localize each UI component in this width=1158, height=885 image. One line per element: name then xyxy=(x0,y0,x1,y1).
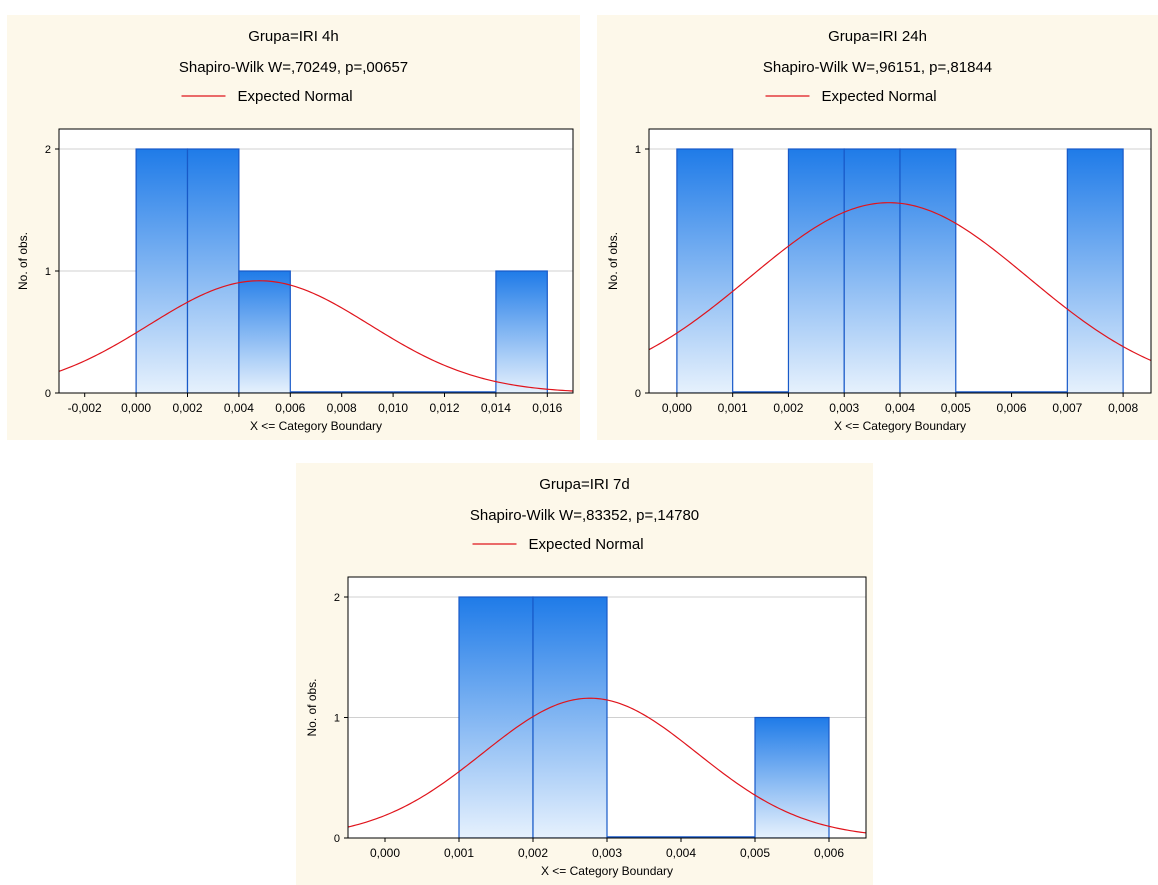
histogram-panel-iri-24h: Grupa=IRI 24h Shapiro-Wilk W=,96151, p=,8… xyxy=(597,15,1158,440)
y-axis-label: No. of obs. xyxy=(606,232,620,290)
x-tick-label: 0,005 xyxy=(740,846,770,860)
expected-normal-curve xyxy=(649,202,1151,362)
x-tick-label: 0,001 xyxy=(444,846,474,860)
chart-subtitle: Shapiro-Wilk W=,96151, p=,81844 xyxy=(763,59,992,76)
y-tick-label: 1 xyxy=(45,266,51,278)
x-axis-label: X <= Category Boundary xyxy=(250,419,382,433)
histogram-bar xyxy=(458,596,534,838)
y-tick-label: 2 xyxy=(45,144,51,156)
histogram-bar xyxy=(843,148,901,393)
y-tick-label: 0 xyxy=(635,388,641,400)
x-tick-label: 0,003 xyxy=(829,401,859,415)
x-tick-label: 0,007 xyxy=(1052,401,1082,415)
plot-border xyxy=(58,128,574,394)
legend-label: Expected Normal xyxy=(238,88,353,105)
x-tick-label: 0,002 xyxy=(773,401,803,415)
histogram-bar xyxy=(532,596,608,838)
x-tick-label: 0,004 xyxy=(885,401,915,415)
x-tick-label: 0,002 xyxy=(518,846,548,860)
x-tick-label: 0,016 xyxy=(532,401,562,415)
histogram-bar xyxy=(186,148,240,393)
x-tick-label: 0,012 xyxy=(429,401,459,415)
bars-group xyxy=(458,596,830,838)
x-tick-label: 0,000 xyxy=(121,401,151,415)
x-tick-label: 0,004 xyxy=(224,401,254,415)
x-tick-label: 0,005 xyxy=(941,401,971,415)
x-tick-label: 0,004 xyxy=(666,846,696,860)
x-tick-label: 0,008 xyxy=(1108,401,1138,415)
histogram-bar xyxy=(238,270,291,393)
histogram-bar xyxy=(899,148,957,393)
y-axis-label: No. of obs. xyxy=(16,232,30,290)
x-tick-label: 0,002 xyxy=(172,401,202,415)
bars-group xyxy=(135,148,548,393)
y-tick-label: 2 xyxy=(334,592,340,604)
chart-title: Grupa=IRI 7d xyxy=(539,476,629,493)
expected-normal-curve xyxy=(348,697,866,834)
x-axis-label: X <= Category Boundary xyxy=(834,419,966,433)
x-tick-label: 0,008 xyxy=(327,401,357,415)
x-tick-label: 0,000 xyxy=(370,846,400,860)
x-axis-label: X <= Category Boundary xyxy=(541,864,673,878)
chart-subtitle: Shapiro-Wilk W=,70249, p=,00657 xyxy=(179,59,408,76)
x-tick-label: 0,001 xyxy=(718,401,748,415)
histogram-bar xyxy=(1066,148,1124,393)
histogram-bar xyxy=(754,716,830,838)
y-tick-label: 0 xyxy=(334,833,340,845)
chart-title: Grupa=IRI 4h xyxy=(248,28,338,45)
x-tick-label: 0,006 xyxy=(275,401,305,415)
chart-subtitle: Shapiro-Wilk W=,83352, p=,14780 xyxy=(470,507,699,524)
histogram-svg: Grupa=IRI 24h Shapiro-Wilk W=,96151, p=,8… xyxy=(597,15,1158,440)
histogram-panel-iri-7d: Grupa=IRI 7d Shapiro-Wilk W=,83352, p=,14… xyxy=(296,463,873,885)
y-tick-label: 1 xyxy=(334,713,340,725)
histogram-bar xyxy=(495,270,548,393)
y-axis-label: No. of obs. xyxy=(305,678,319,736)
histogram-svg: Grupa=IRI 4h Shapiro-Wilk W=,70249, p=,00… xyxy=(7,15,580,440)
histogram-bar xyxy=(787,148,845,393)
x-tick-label: -0,002 xyxy=(68,401,102,415)
histogram-bar xyxy=(135,148,189,393)
x-tick-label: 0,003 xyxy=(592,846,622,860)
y-tick-label: 0 xyxy=(45,388,51,400)
legend-label: Expected Normal xyxy=(529,536,644,553)
y-tick-label: 1 xyxy=(635,144,641,156)
x-tick-label: 0,006 xyxy=(814,846,844,860)
histogram-bar xyxy=(676,148,734,393)
histogram-panel-iri-4h: Grupa=IRI 4h Shapiro-Wilk W=,70249, p=,00… xyxy=(7,15,580,440)
x-tick-label: 0,014 xyxy=(481,401,511,415)
legend-label: Expected Normal xyxy=(822,88,937,105)
histogram-svg: Grupa=IRI 7d Shapiro-Wilk W=,83352, p=,14… xyxy=(296,463,873,885)
x-tick-label: 0,006 xyxy=(997,401,1027,415)
x-tick-label: 0,000 xyxy=(662,401,692,415)
x-tick-label: 0,010 xyxy=(378,401,408,415)
chart-title: Grupa=IRI 24h xyxy=(828,28,927,45)
expected-normal-curve xyxy=(59,280,573,392)
bars-group xyxy=(676,148,1124,393)
